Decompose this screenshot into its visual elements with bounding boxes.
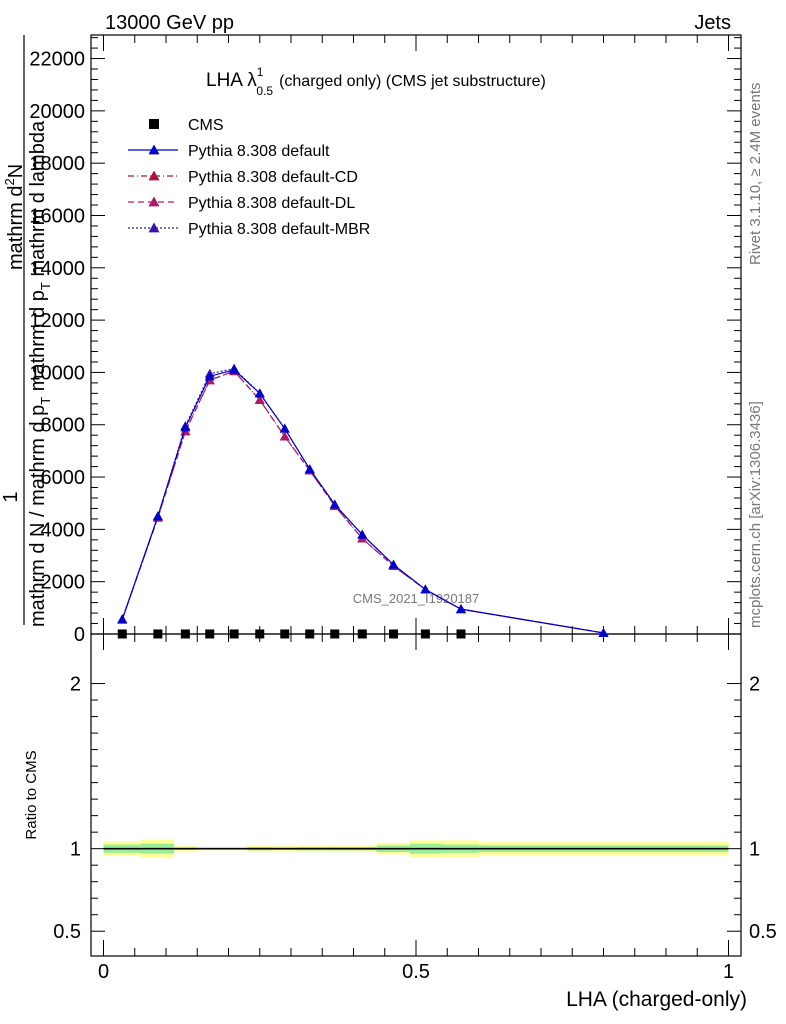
legend-marker xyxy=(148,144,160,155)
series-marker-0 xyxy=(304,464,315,474)
cms-data-point xyxy=(305,629,315,639)
y-tick-label: 8000 xyxy=(41,415,86,437)
ratio-plot-frame xyxy=(90,633,742,957)
ratio-y-tick-label-right: 1 xyxy=(749,839,760,861)
series-marker-0 xyxy=(598,627,609,637)
y-tick-label: 18000 xyxy=(29,153,85,175)
series-marker-0 xyxy=(357,529,368,539)
cms-data-point xyxy=(180,629,190,639)
legend-marker-cms xyxy=(149,119,159,129)
ratio-y-tick-label-right: 0.5 xyxy=(749,921,777,943)
analysis-watermark: CMS_2021_I1920187 xyxy=(353,591,480,606)
y-tick-label: 22000 xyxy=(29,49,85,71)
rivet-label: Rivet 3.1.10, ≥ 2.4M events xyxy=(747,83,764,266)
series-marker-0 xyxy=(254,388,265,398)
legend: CMS Pythia 8.308 default Pythia 8.308 defa… xyxy=(128,117,370,238)
cms-data-point xyxy=(205,629,215,639)
cms-data-point xyxy=(420,629,430,639)
y-tick-label: 14000 xyxy=(29,258,85,280)
legend-marker xyxy=(148,222,160,233)
legend-label: Pythia 8.308 default-MBR xyxy=(188,221,370,238)
series-marker-0 xyxy=(456,604,466,614)
ratio-y-tick-label-left: 1 xyxy=(70,839,81,861)
y-tick-label: 0 xyxy=(74,624,85,646)
ratio-y-tick-label-left: 0.5 xyxy=(53,921,81,943)
y-tick-label: 10000 xyxy=(29,362,85,384)
x-tick-label: 0 xyxy=(98,961,109,983)
x-tick-label: 1 xyxy=(723,961,734,983)
series-marker-0 xyxy=(180,422,191,432)
series-marker-2 xyxy=(279,431,290,441)
y-tick-label: 6000 xyxy=(41,467,86,489)
legend-label: Pythia 8.308 default-DL xyxy=(188,195,355,212)
cms-data-point xyxy=(153,629,163,639)
cms-data-point xyxy=(280,629,290,639)
header-left: 13000 GeV pp xyxy=(105,12,234,34)
series-marker-0 xyxy=(152,511,163,521)
cms-data-point xyxy=(117,629,127,639)
series-marker-0 xyxy=(229,364,240,374)
cms-data-point xyxy=(389,629,398,639)
y-tick-label: 2000 xyxy=(41,572,86,594)
cms-data-point xyxy=(330,629,340,639)
axes: 0 2000 4000 6000 8000 10000 12000 14000 16000 180… xyxy=(29,35,777,983)
y-tick-label: 20000 xyxy=(29,101,85,123)
x-axis-label: LHA (charged-only) xyxy=(566,988,747,1011)
series-marker-0 xyxy=(204,371,215,381)
main-y-axis-label: 1 mathrm d2N mathrm d N / mathrm d pT ma… xyxy=(0,35,53,627)
series-marker-0 xyxy=(279,423,290,433)
ratio-y-tick-label-right: 2 xyxy=(749,674,760,696)
ratio-y-axis-label: Ratio to CMS xyxy=(23,750,40,839)
series-marker-2 xyxy=(254,394,265,404)
cms-data-point xyxy=(357,629,367,639)
legend-label: Pythia 8.308 default-CD xyxy=(188,169,358,186)
series-line-2 xyxy=(121,370,604,634)
mcplots-label: mcplots.cern.ch [arXiv:1306.3436] xyxy=(747,401,764,628)
ylabel-denominator: mathrm d N / mathrm d pT mathrm d pT mat… xyxy=(27,120,53,627)
y-tick-label: 12000 xyxy=(29,310,85,332)
plot-title: LHA λ1 0.5(charged only) (CMS jet substru… xyxy=(206,65,546,98)
ratio-y-tick-label-left: 2 xyxy=(70,674,81,696)
ylabel-numerator: mathrm d2N xyxy=(2,164,27,270)
cms-data-point xyxy=(255,629,265,639)
legend-marker xyxy=(148,170,160,181)
series-marker-0 xyxy=(329,499,340,509)
header-right: Jets xyxy=(694,12,731,34)
cms-data-point xyxy=(229,629,239,639)
legend-marker xyxy=(148,196,160,207)
y-tick-label: 16000 xyxy=(29,205,85,227)
legend-label: Pythia 8.308 default xyxy=(188,143,330,160)
y-tick-label: 4000 xyxy=(41,519,86,541)
series-marker-0 xyxy=(420,584,431,594)
legend-label: CMS xyxy=(188,117,224,134)
series-line-0 xyxy=(121,369,604,634)
cms-points xyxy=(117,629,466,639)
ylabel-one: 1 xyxy=(0,491,22,502)
cms-data-point xyxy=(456,629,466,639)
series-marker-0 xyxy=(117,614,128,624)
series-lines xyxy=(117,363,609,637)
x-tick-label: 0.5 xyxy=(402,961,430,983)
series-marker-0 xyxy=(388,559,399,569)
